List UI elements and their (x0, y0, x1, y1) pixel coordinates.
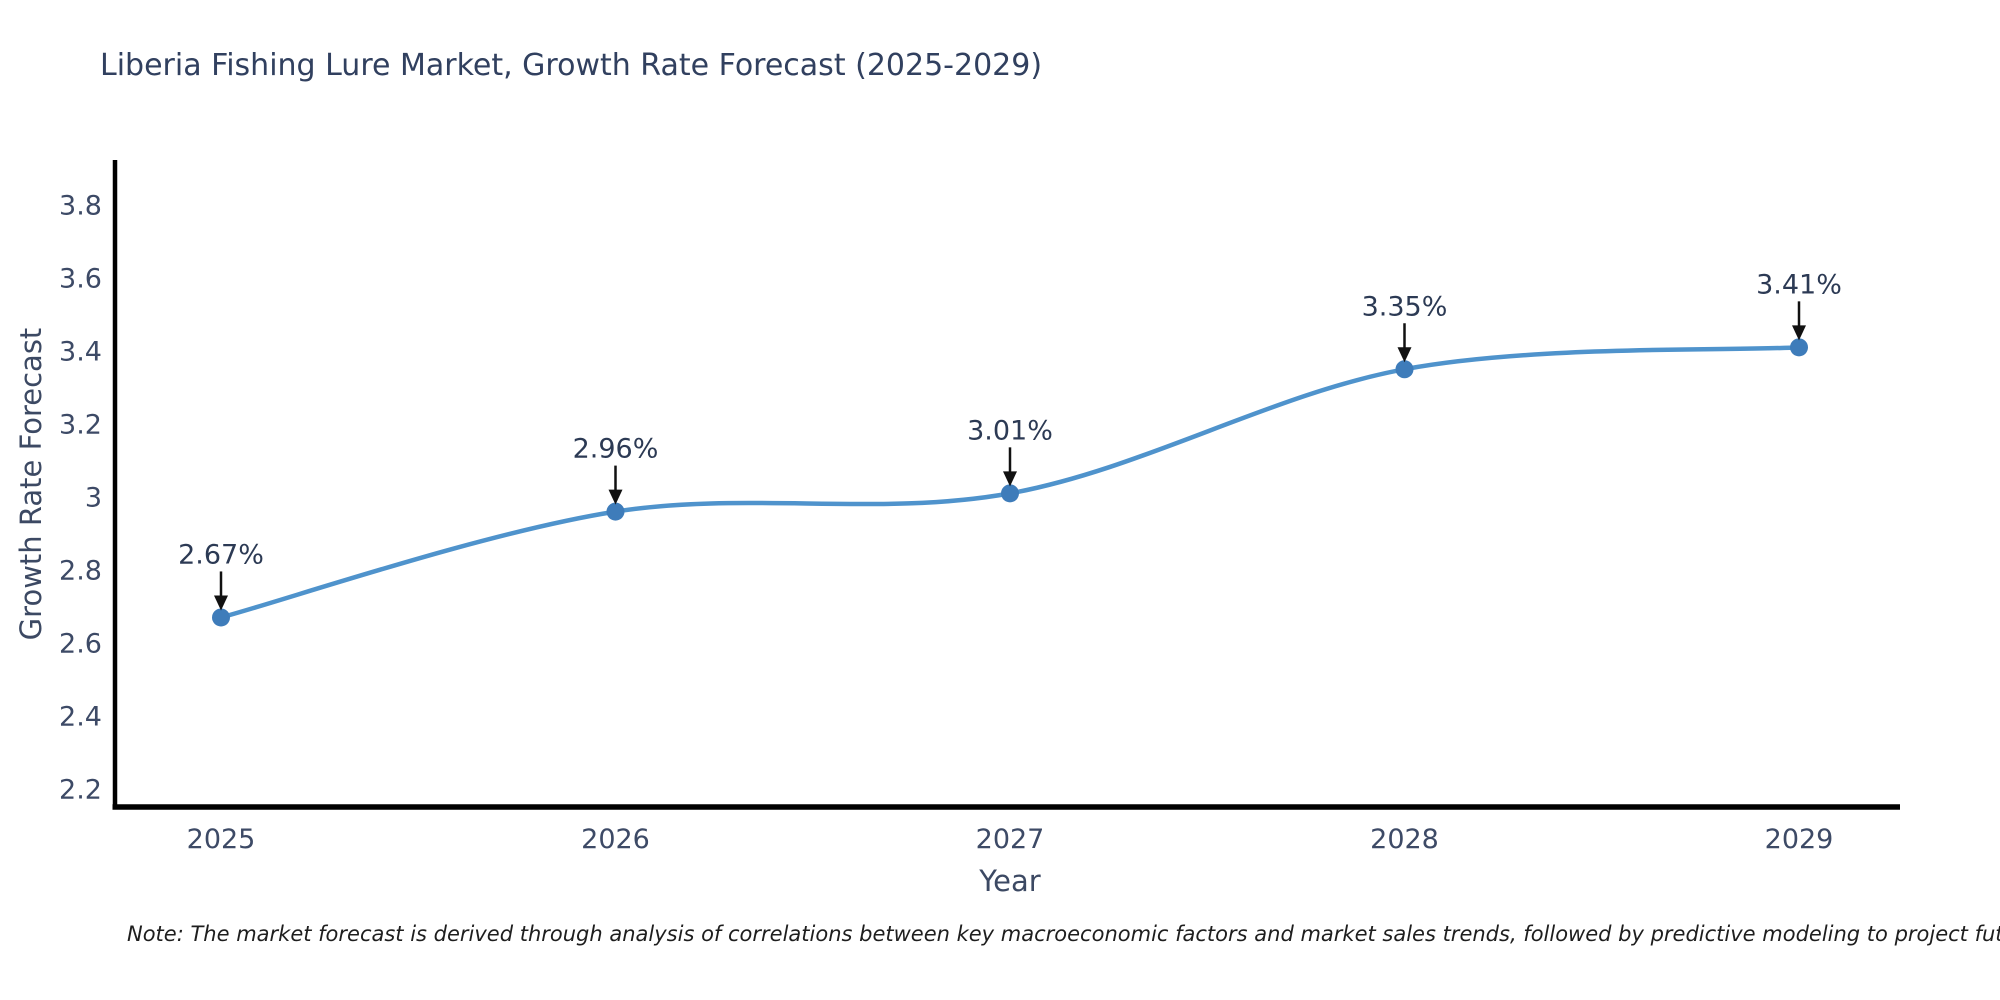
x-tick-label: 2028 (1370, 824, 1439, 855)
y-tick-label: 3.8 (59, 191, 102, 222)
y-tick-label: 3 (85, 483, 102, 514)
x-axis-title: Year (979, 864, 1041, 898)
annotation-arrow-head (214, 595, 228, 611)
y-tick-label: 2.6 (59, 629, 102, 660)
data-point (606, 502, 625, 521)
point-value-label: 2.67% (178, 539, 264, 570)
annotation-arrow-head (1397, 347, 1412, 363)
y-tick-label: 3.6 (59, 264, 102, 295)
point-value-label: 3.41% (1756, 269, 1842, 300)
footnote: Note: The market forecast is derived thr… (127, 922, 2000, 946)
annotation-arrow-head (1792, 325, 1806, 341)
point-value-label: 3.01% (967, 415, 1053, 446)
x-tick-label: 2026 (581, 824, 650, 855)
annotation-arrow-head (608, 489, 623, 505)
data-point (1790, 338, 1808, 357)
data-point (1001, 484, 1019, 503)
y-tick-label: 3.4 (59, 337, 102, 368)
x-tick-label: 2025 (187, 824, 256, 855)
annotation-arrow-head (1003, 471, 1017, 487)
chart-title: Liberia Fishing Lure Market, Growth Rate… (100, 48, 1043, 83)
data-point (1395, 360, 1414, 379)
point-value-label: 2.96% (573, 434, 659, 465)
y-tick-label: 2.4 (59, 702, 102, 733)
data-point (212, 608, 230, 627)
x-tick-label: 2029 (1765, 824, 1834, 855)
y-tick-label: 2.2 (59, 775, 102, 806)
x-tick-label: 2027 (976, 824, 1045, 855)
y-tick-label: 2.8 (59, 556, 102, 587)
point-value-label: 3.35% (1362, 291, 1448, 322)
y-tick-label: 3.2 (59, 410, 102, 441)
